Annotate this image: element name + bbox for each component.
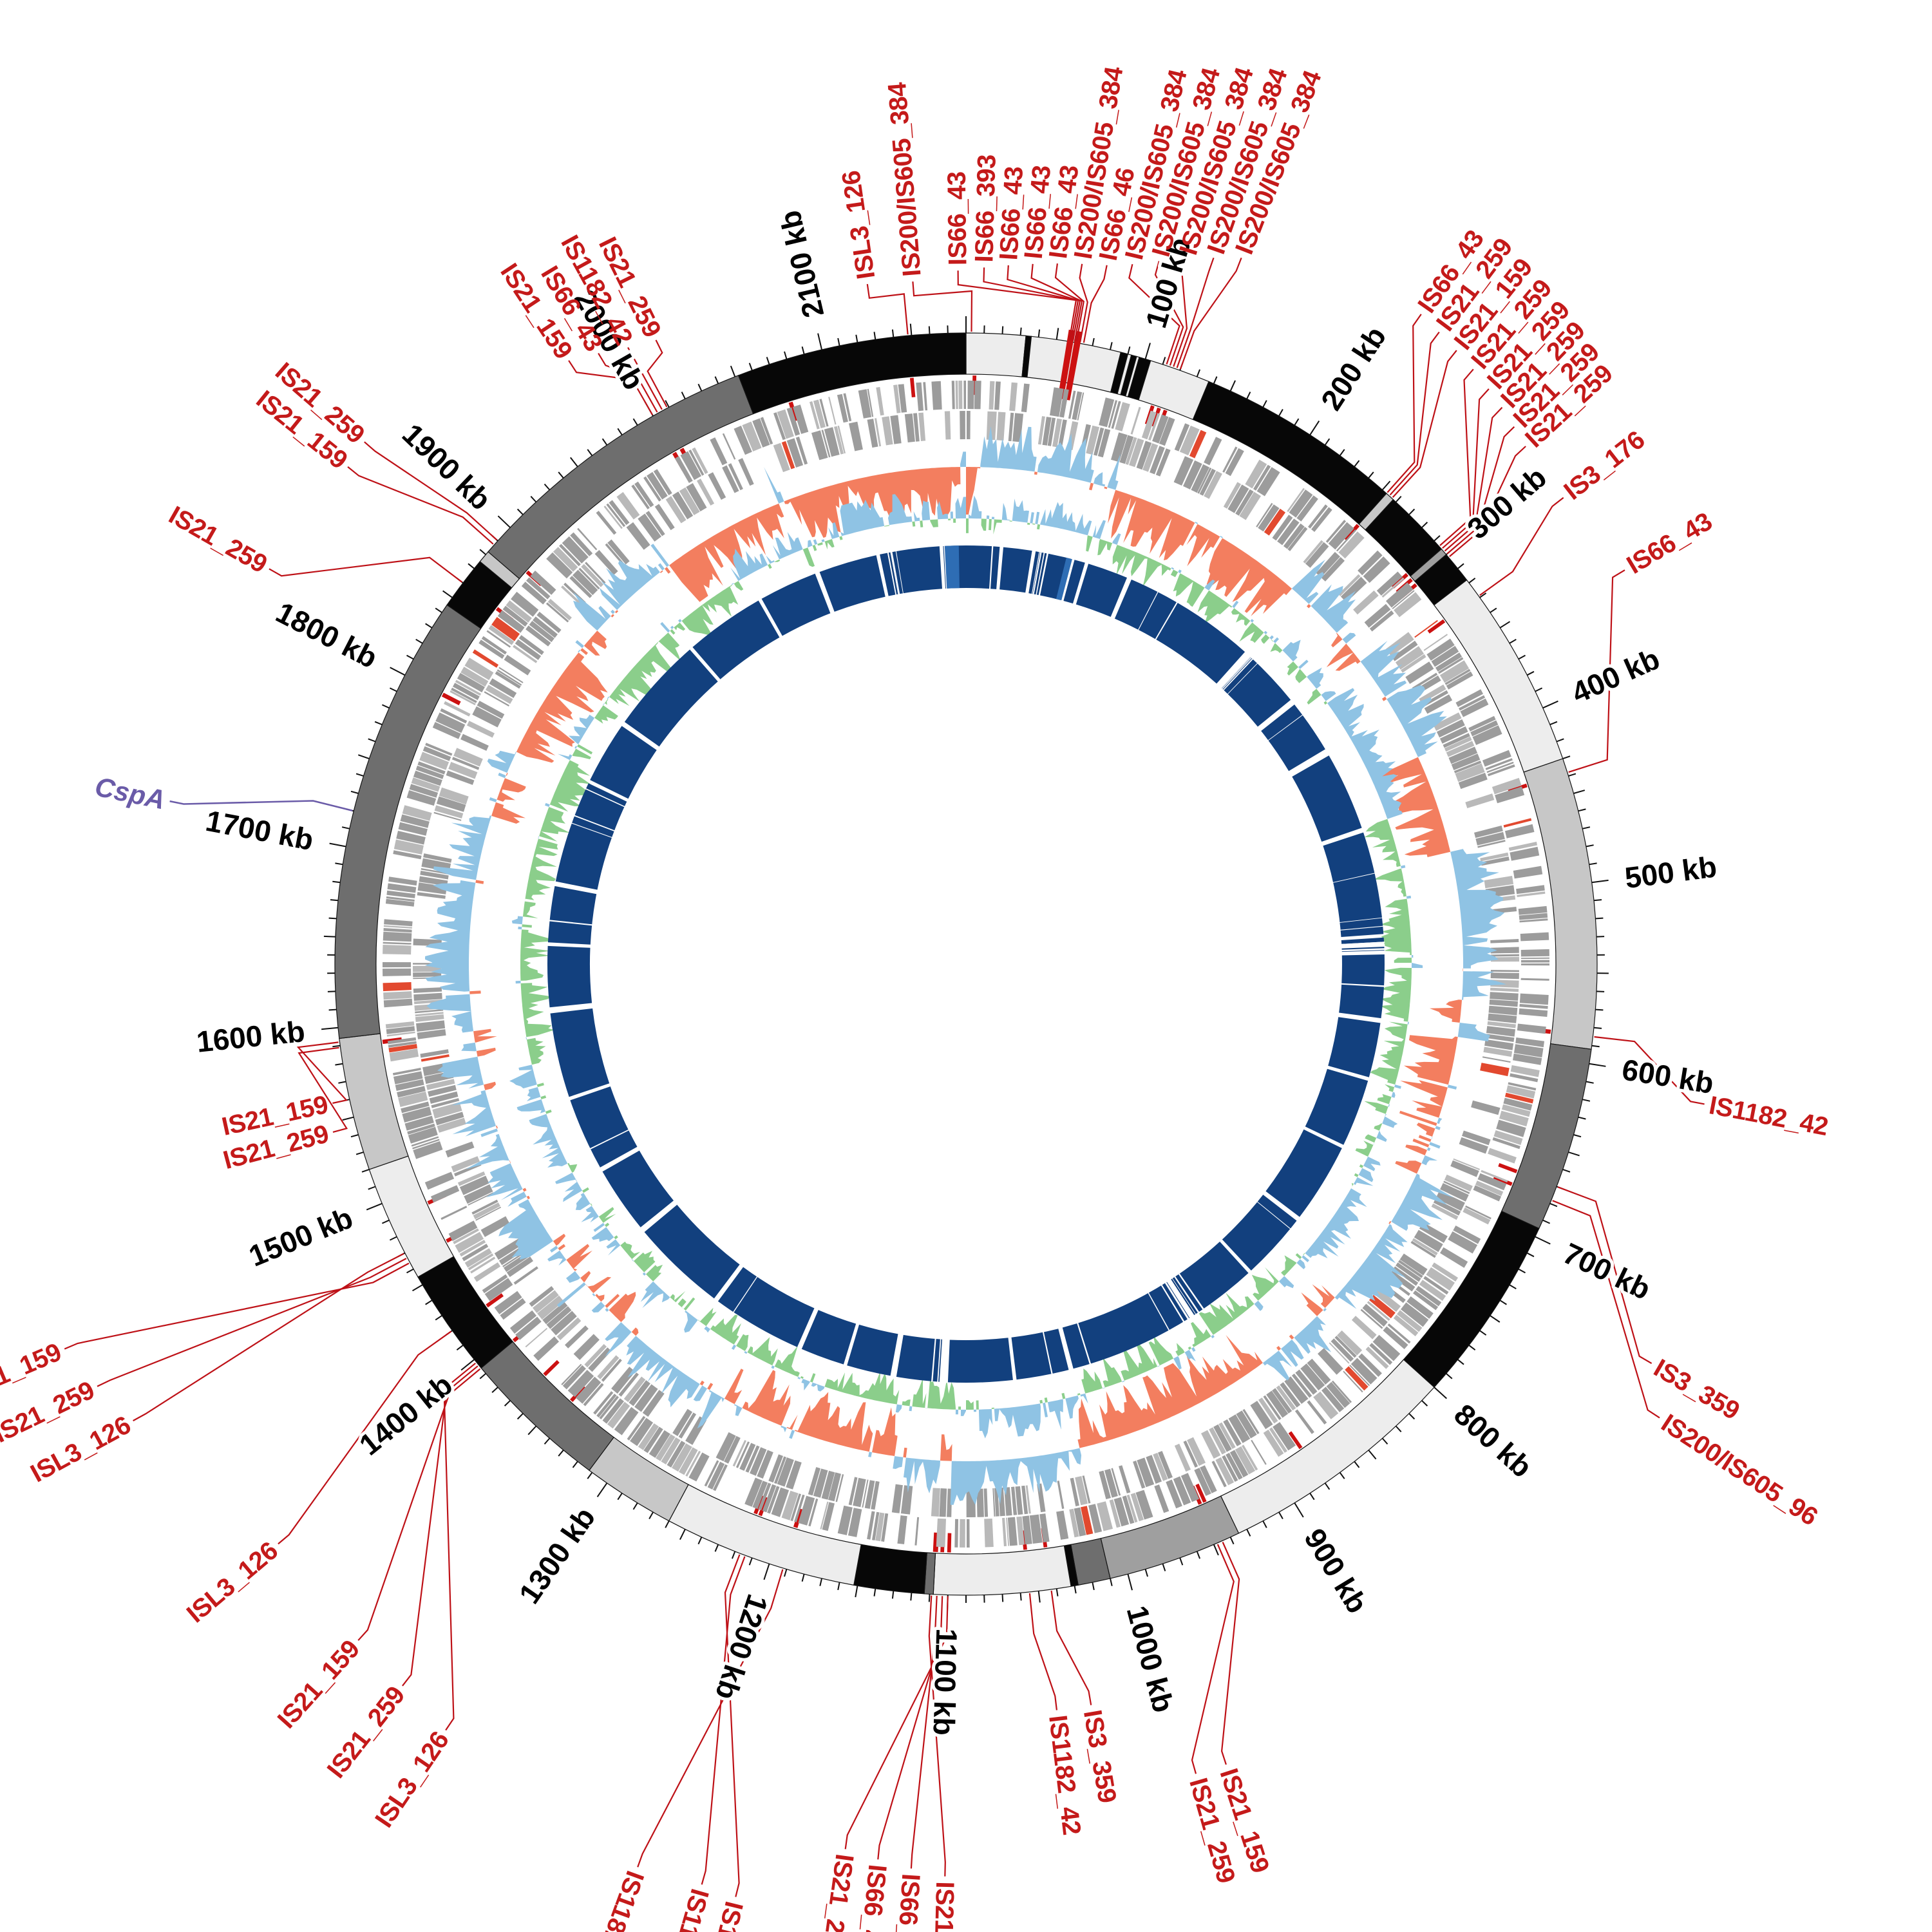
kb-tick-label: 1700 kb	[203, 804, 316, 857]
gc-skew-track	[509, 494, 1423, 1439]
is-element-label: IS21_259	[816, 1852, 858, 1932]
is-mark	[909, 377, 916, 397]
is-element-label: IS21_259	[322, 1681, 411, 1784]
is-element-label: IS66_43	[854, 1863, 891, 1932]
kb-tick-label: 1600 kb	[195, 1014, 307, 1059]
is-mark	[543, 1359, 560, 1376]
is-mark	[793, 1508, 803, 1528]
is-element-label: IS3_176	[1558, 426, 1650, 506]
kb-tick-label: 1300 kb	[512, 1501, 601, 1609]
alignment-ring	[547, 545, 1385, 1383]
kb-tick-label: 800 kb	[1448, 1397, 1539, 1484]
is-element-label: IS3_359	[1649, 1354, 1744, 1425]
is-mark	[1498, 1163, 1518, 1173]
is-mark	[1064, 330, 1083, 401]
is-element-label: IS66_43	[943, 171, 972, 265]
is-mark	[1427, 619, 1446, 634]
kb-tick-label: 1500 kb	[244, 1200, 357, 1273]
is-element-label: IS21_259	[164, 501, 272, 579]
kb-tick-label: 200 kb	[1314, 321, 1393, 416]
kb-tick-label: 1800 kb	[270, 595, 383, 674]
is-mark	[1288, 1431, 1303, 1450]
is-element-label: IS200/IS605_384	[883, 80, 927, 277]
tick-ring	[321, 316, 1609, 1612]
gene-track	[382, 380, 1550, 1548]
kb-tick-label: 400 kb	[1567, 641, 1665, 710]
is-element-label: ISL3_126	[837, 169, 880, 281]
gc-content-track	[425, 426, 1507, 1505]
kb-tick-label: 600 kb	[1620, 1052, 1716, 1100]
is-element-label: IS200/IS605_96	[1656, 1409, 1823, 1531]
gene-label-cspa: CspA	[93, 771, 168, 815]
kb-tick-label: 700 kb	[1558, 1236, 1656, 1306]
is-mark	[441, 692, 461, 706]
is-element-label: IS66_393	[970, 155, 1001, 263]
is-element-label: IS66_43	[891, 1873, 925, 1932]
karyotype-ring	[334, 332, 1598, 1596]
is-mark	[947, 1533, 952, 1553]
is-mark	[1343, 524, 1360, 541]
is-element-label: IS66_43	[994, 166, 1028, 261]
is-mark	[1057, 329, 1075, 399]
is-element-label: IS1182_42	[582, 1867, 649, 1932]
is-element-label: IS1182_42	[654, 1886, 714, 1932]
kb-tick-label: 2100 kb	[773, 207, 830, 321]
is-element-label: IS1182_42	[1043, 1714, 1086, 1837]
kb-tick-label: 1200 kb	[709, 1590, 775, 1704]
is-mark	[1151, 407, 1161, 427]
gene-annotation: CspA	[93, 771, 168, 815]
is-element-label: IS21_159	[928, 1881, 959, 1932]
is-mark	[1195, 1483, 1207, 1503]
is-element-label: IS3_359	[1078, 1708, 1122, 1805]
is-element-label: ISL3_126	[182, 1537, 283, 1629]
annotation-leader-lines	[64, 258, 1705, 1897]
kb-tick-label: 500 kb	[1623, 849, 1719, 895]
is-element-label: IS1182_42	[1707, 1091, 1830, 1141]
kb-tick-label: 900 kb	[1298, 1523, 1374, 1619]
is-element-label: IS21_159	[272, 1635, 365, 1734]
kb-tick-label: 1900 kb	[396, 417, 498, 516]
kb-tick-label: 1000 kb	[1121, 1602, 1181, 1716]
kb-tick-label: 1100 kb	[927, 1628, 963, 1736]
is-element-label: ISL3_126	[370, 1727, 455, 1833]
is-element-label: IS66_43	[1622, 507, 1717, 579]
is-mark	[486, 1293, 504, 1308]
